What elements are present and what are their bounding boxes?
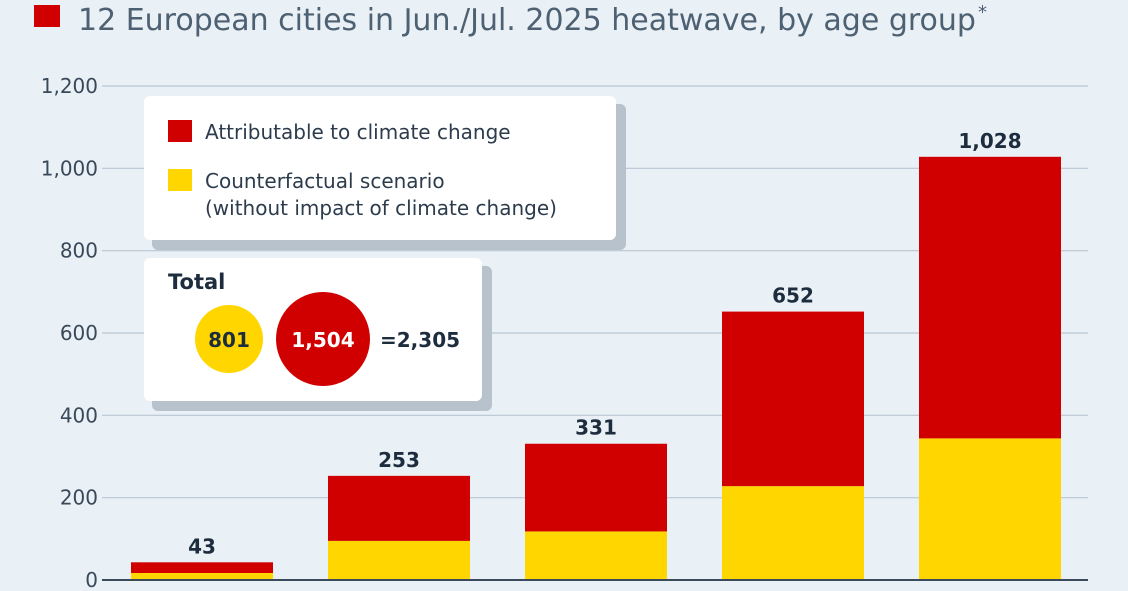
total-counterfactual-circle (195, 305, 263, 373)
bar-segment-attributable (328, 475, 470, 541)
legend-swatch-attributable (168, 120, 192, 142)
legend-swatch-counterfactual (168, 169, 192, 191)
legend: Attributable to climate change Counterfa… (144, 96, 626, 250)
bar-segment-counterfactual (131, 573, 273, 580)
bar-total-label: 331 (575, 416, 617, 440)
y-tick-label: 200 (60, 486, 98, 510)
bar-segment-attributable (919, 156, 1061, 439)
legend-label-counterfactual-line2: (without impact of climate change) (205, 196, 557, 220)
chart-title: 12 European cities in Jun./Jul. 2025 hea… (78, 3, 976, 38)
total-heading: Total (168, 270, 225, 294)
bar-total-label: 1,028 (958, 129, 1021, 153)
y-tick-label: 1,000 (41, 156, 98, 180)
bar-total-label: 253 (378, 448, 420, 472)
y-tick-label: 0 (85, 568, 98, 591)
total-attributable-value: 1,504 (291, 328, 354, 352)
bar-segment-counterfactual (919, 438, 1061, 580)
bar-segment-attributable (131, 562, 273, 574)
bar-labels: 43 253 331 652 1,028 (188, 129, 1022, 558)
total-card: Total 801 1,504 =2,305 (144, 258, 492, 411)
bar-segment-attributable (722, 311, 864, 487)
y-tick-label: 400 (60, 403, 98, 427)
legend-label-counterfactual-line1: Counterfactual scenario (205, 169, 445, 193)
legend-card (144, 96, 616, 240)
y-axis-ticks: 0 200 400 600 800 1,000 1,200 (41, 74, 98, 591)
bar-segment-attributable (525, 443, 667, 532)
bar-segment-counterfactual (722, 486, 864, 580)
y-tick-label: 600 (60, 321, 98, 345)
title-footnote-marker: * (978, 2, 987, 23)
bar-total-label: 652 (772, 284, 814, 308)
y-tick-label: 1,200 (41, 74, 98, 98)
total-attributable-circle (276, 292, 370, 386)
total-sum: =2,305 (380, 328, 460, 352)
y-tick-label: 800 (60, 239, 98, 263)
legend-label-attributable: Attributable to climate change (205, 120, 511, 144)
total-counterfactual-value: 801 (208, 328, 250, 352)
bar-segment-counterfactual (328, 540, 470, 580)
bar-segment-counterfactual (525, 531, 667, 580)
title-marker-square (34, 5, 60, 27)
bars (131, 156, 1061, 580)
bar-total-label: 43 (188, 534, 216, 558)
